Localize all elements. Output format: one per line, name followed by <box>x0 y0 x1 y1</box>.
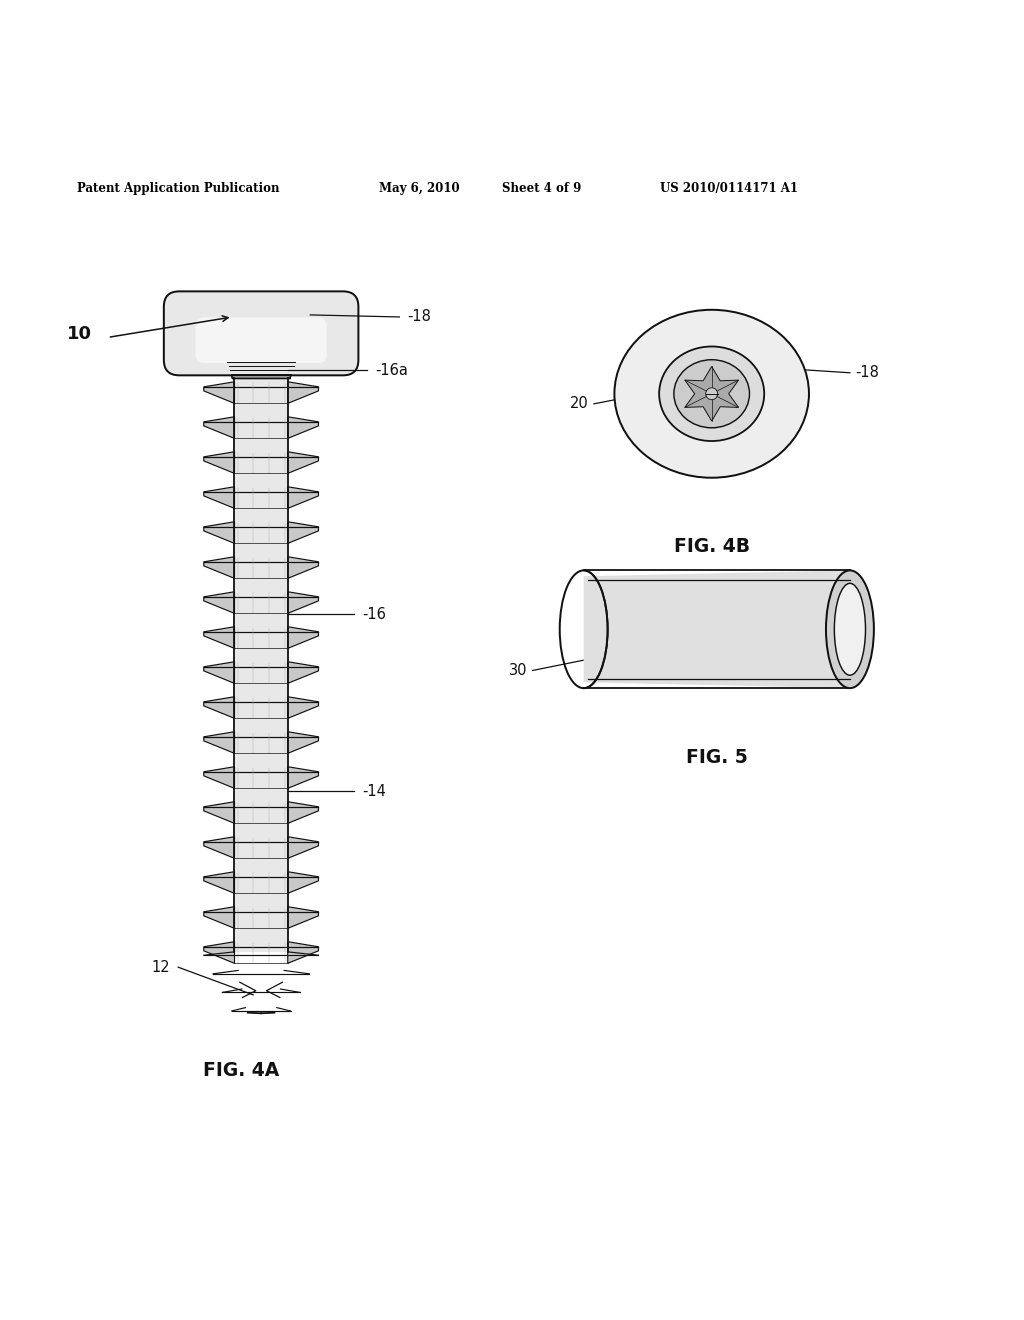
Text: US 2010/0114171 A1: US 2010/0114171 A1 <box>660 182 799 195</box>
Polygon shape <box>288 801 318 824</box>
Text: FIG. 4A: FIG. 4A <box>203 1061 279 1080</box>
Text: FIG. 5: FIG. 5 <box>686 747 748 767</box>
Polygon shape <box>288 731 318 754</box>
Polygon shape <box>288 417 318 438</box>
Text: -16: -16 <box>362 607 386 622</box>
Polygon shape <box>288 907 318 928</box>
Polygon shape <box>227 362 295 379</box>
Polygon shape <box>204 941 234 964</box>
Polygon shape <box>204 907 234 928</box>
Text: Patent Application Publication: Patent Application Publication <box>77 182 280 195</box>
Text: FIG. 4B: FIG. 4B <box>674 537 750 556</box>
Polygon shape <box>204 731 234 754</box>
Text: -18: -18 <box>855 366 879 380</box>
Text: -14: -14 <box>362 784 386 799</box>
Polygon shape <box>204 487 234 508</box>
Ellipse shape <box>835 583 865 676</box>
Polygon shape <box>204 837 234 858</box>
FancyBboxPatch shape <box>164 292 358 375</box>
Circle shape <box>706 388 718 400</box>
Ellipse shape <box>826 570 873 688</box>
Polygon shape <box>204 697 234 718</box>
Polygon shape <box>288 591 318 614</box>
Polygon shape <box>204 557 234 578</box>
Text: -18: -18 <box>408 309 431 325</box>
Polygon shape <box>288 767 318 788</box>
Text: 30: 30 <box>509 663 527 678</box>
Text: 12: 12 <box>152 960 170 974</box>
Polygon shape <box>288 871 318 894</box>
Polygon shape <box>288 557 318 578</box>
Polygon shape <box>204 871 234 894</box>
Polygon shape <box>685 367 738 421</box>
Text: May 6, 2010: May 6, 2010 <box>379 182 460 195</box>
Polygon shape <box>288 837 318 858</box>
Polygon shape <box>584 570 850 688</box>
Polygon shape <box>288 697 318 718</box>
Polygon shape <box>288 381 318 404</box>
Polygon shape <box>288 487 318 508</box>
Polygon shape <box>204 417 234 438</box>
Text: 20: 20 <box>570 396 589 412</box>
Polygon shape <box>204 767 234 788</box>
Polygon shape <box>204 521 234 544</box>
Polygon shape <box>288 661 318 684</box>
Text: -16a: -16a <box>375 363 408 378</box>
Polygon shape <box>204 661 234 684</box>
Text: 10: 10 <box>68 325 92 343</box>
Polygon shape <box>288 941 318 964</box>
Ellipse shape <box>614 310 809 478</box>
Polygon shape <box>204 451 234 474</box>
Polygon shape <box>204 801 234 824</box>
Polygon shape <box>288 627 318 648</box>
Polygon shape <box>288 521 318 544</box>
Ellipse shape <box>674 360 750 428</box>
Ellipse shape <box>659 346 764 441</box>
Polygon shape <box>204 627 234 648</box>
FancyBboxPatch shape <box>196 317 327 363</box>
Polygon shape <box>288 451 318 474</box>
Polygon shape <box>204 381 234 404</box>
Polygon shape <box>204 591 234 614</box>
Polygon shape <box>234 379 288 952</box>
Text: Sheet 4 of 9: Sheet 4 of 9 <box>502 182 581 195</box>
